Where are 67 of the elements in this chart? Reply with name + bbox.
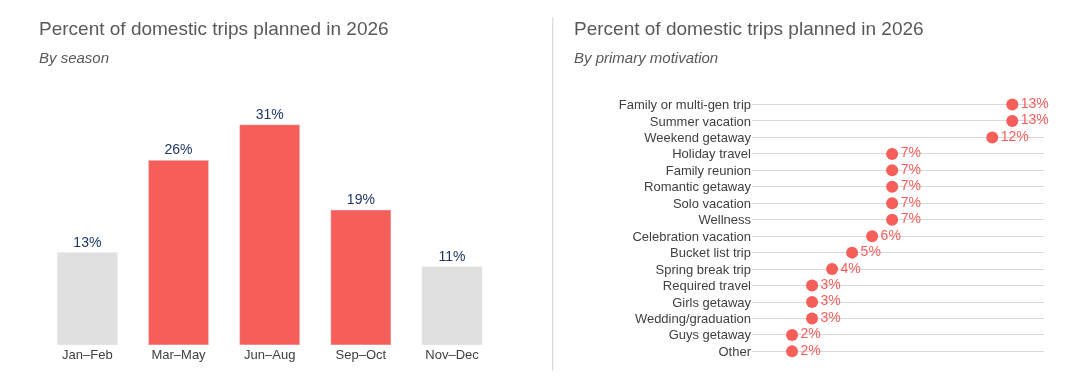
y-tick-label: Celebration vacation xyxy=(632,228,751,244)
y-tick-label: Holiday travel xyxy=(672,146,752,162)
x-tick-label: Mar–May xyxy=(151,346,207,362)
point xyxy=(806,296,819,308)
data-label: 13% xyxy=(1020,111,1049,128)
y-tick-label: Spring break trip xyxy=(655,261,751,277)
data-label: 11% xyxy=(438,247,466,264)
data-label: 31% xyxy=(255,105,284,122)
data-label: 2% xyxy=(800,325,821,342)
data-label: 7% xyxy=(900,160,921,177)
data-label: 4% xyxy=(840,259,861,276)
x-tick-label: Sep–Oct xyxy=(335,346,387,362)
bar xyxy=(57,252,118,345)
point xyxy=(886,147,899,160)
y-tick-label: Family or multi-gen trip xyxy=(618,97,751,113)
y-tick-label: Required travel xyxy=(662,278,752,294)
point xyxy=(886,197,899,210)
point xyxy=(886,213,899,226)
point xyxy=(786,328,799,341)
point xyxy=(1006,114,1019,127)
y-tick-label: Guys getaway xyxy=(668,327,752,343)
data-label: 19% xyxy=(346,190,375,207)
y-tick-label: Wedding/graduation xyxy=(634,311,751,327)
data-label: 13% xyxy=(1020,95,1049,112)
y-tick-label: Weekend getaway xyxy=(644,129,752,145)
x-tick-label: Nov–Dec xyxy=(425,346,480,362)
y-tick-label: Solo vacation xyxy=(672,195,751,211)
y-tick-label: Family reunion xyxy=(665,162,751,178)
chart-subtitle: By season xyxy=(39,49,110,66)
chart-title: Percent of domestic trips planned in 2026 xyxy=(574,18,924,39)
point xyxy=(786,345,799,358)
y-tick-label: Wellness xyxy=(698,212,752,228)
bar xyxy=(421,266,483,345)
y-tick-label: Romantic getaway xyxy=(644,179,752,195)
data-label: 3% xyxy=(820,292,841,309)
point xyxy=(846,246,859,259)
x-tick-label: Jun–Aug xyxy=(244,346,296,362)
data-label: 3% xyxy=(820,276,841,293)
point xyxy=(1006,98,1019,111)
y-tick-label: Bucket list trip xyxy=(670,245,751,261)
data-label: 12% xyxy=(1000,127,1029,144)
data-label: 5% xyxy=(860,243,881,260)
data-label: 7% xyxy=(900,193,921,210)
data-label: 7% xyxy=(900,144,921,161)
point xyxy=(886,180,899,193)
y-tick-label: Girls getaway xyxy=(672,294,752,310)
data-label: 6% xyxy=(880,226,901,243)
point xyxy=(866,230,879,243)
y-tick-label: Other xyxy=(718,343,752,359)
bar xyxy=(330,209,392,345)
y-tick-label: Summer vacation xyxy=(649,113,751,129)
bar xyxy=(239,124,301,345)
point xyxy=(806,312,819,325)
data-label: 7% xyxy=(900,210,921,227)
data-label: 13% xyxy=(73,233,102,250)
point xyxy=(826,263,839,276)
data-label: 3% xyxy=(820,308,841,325)
x-tick-label: Jan–Feb xyxy=(62,346,113,362)
point xyxy=(806,279,819,292)
data-label: 2% xyxy=(800,341,821,358)
chart-title: Percent of domestic trips planned in 2026 xyxy=(39,18,389,39)
bar xyxy=(148,159,209,345)
data-label: 7% xyxy=(900,177,921,194)
point xyxy=(986,131,999,144)
text: By primary motivation xyxy=(574,49,719,66)
data-label: 26% xyxy=(164,141,193,158)
point xyxy=(886,164,899,177)
